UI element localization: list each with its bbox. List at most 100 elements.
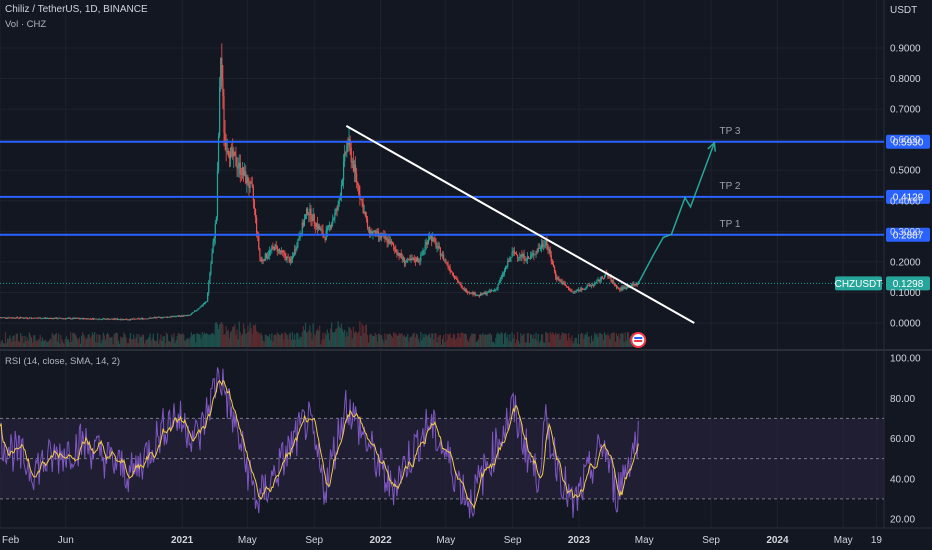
volume-bar bbox=[627, 332, 630, 347]
volume-bar bbox=[221, 321, 223, 347]
candle-body bbox=[229, 147, 232, 159]
volume-bar bbox=[406, 336, 408, 347]
candle-body bbox=[538, 248, 540, 249]
candle-body bbox=[223, 96, 225, 133]
candle-body bbox=[236, 165, 238, 169]
volume-bar bbox=[189, 336, 191, 347]
candle-body bbox=[633, 284, 635, 285]
volume-bar bbox=[72, 332, 74, 347]
volume-bar bbox=[55, 332, 58, 347]
candle-body bbox=[204, 302, 207, 304]
candle-body bbox=[174, 316, 176, 318]
volume-bar bbox=[416, 334, 419, 347]
candle-body bbox=[205, 301, 208, 303]
candle-body bbox=[201, 305, 203, 307]
candle-body bbox=[289, 258, 291, 263]
volume-bar bbox=[626, 332, 628, 347]
candle-body bbox=[587, 284, 589, 286]
candle-body bbox=[500, 276, 502, 279]
descending-trendline[interactable] bbox=[345, 125, 695, 324]
volume-indicator-label[interactable]: Vol · CHZ bbox=[5, 19, 47, 30]
volume-bar bbox=[161, 340, 163, 347]
volume-bar bbox=[458, 333, 460, 347]
volume-bar bbox=[571, 335, 573, 347]
volume-bar bbox=[320, 344, 322, 347]
volume-bar bbox=[548, 342, 550, 347]
candle-body bbox=[149, 317, 151, 319]
candle-body bbox=[172, 315, 174, 317]
horizontal-levels[interactable]: 0.5930 0.4129 0.2887 CHZUSDT 0.1298 bbox=[0, 134, 930, 291]
candle-body bbox=[421, 254, 423, 256]
candle-body bbox=[234, 151, 236, 156]
volume-bar bbox=[49, 338, 51, 347]
candle-body bbox=[334, 212, 336, 219]
candle-body bbox=[292, 255, 295, 257]
symbol-title[interactable]: Chiliz / TetherUS, 1D, BINANCE bbox=[5, 4, 148, 15]
candle-body bbox=[134, 318, 136, 320]
volume-bar bbox=[577, 333, 580, 347]
volume-bar bbox=[294, 334, 296, 347]
candle-body bbox=[345, 152, 347, 154]
projection-path[interactable] bbox=[637, 142, 716, 284]
time-axis[interactable]: Feb Jun 2021 May Sep 2022 May Sep 2023 May Sep 2024… bbox=[2, 535, 882, 546]
candle-body bbox=[340, 184, 343, 196]
volume-bar bbox=[236, 329, 238, 347]
candle-body bbox=[590, 284, 593, 286]
volume-bar bbox=[538, 342, 540, 347]
price-tick-label: 0.2000 bbox=[890, 257, 921, 268]
candle-body bbox=[17, 317, 20, 319]
volume-bar bbox=[58, 333, 60, 347]
volume-bar bbox=[589, 343, 592, 347]
volume-bar bbox=[132, 339, 134, 347]
candle-body bbox=[1, 317, 3, 319]
volume-bar bbox=[383, 342, 385, 347]
candle-body bbox=[431, 235, 433, 242]
volume-bar bbox=[489, 332, 491, 347]
volume-bar bbox=[289, 332, 291, 347]
volume-bar bbox=[262, 340, 264, 347]
volume-bar bbox=[301, 332, 303, 347]
candle-body bbox=[497, 284, 499, 289]
rsi-tick-label: 100.00 bbox=[890, 354, 921, 365]
candle-body bbox=[314, 223, 316, 227]
candle-body bbox=[16, 317, 18, 318]
candle-body bbox=[108, 318, 110, 320]
volume-bar bbox=[171, 334, 173, 347]
candle-body bbox=[124, 319, 126, 320]
candle-body bbox=[37, 318, 39, 319]
candle-body bbox=[551, 261, 553, 265]
volume-bar bbox=[523, 333, 525, 347]
rsi-tick-label: 80.00 bbox=[890, 394, 915, 405]
volume-bar bbox=[561, 332, 563, 347]
candle-body bbox=[20, 317, 22, 319]
candle-body bbox=[624, 287, 626, 289]
volume-bar bbox=[5, 343, 8, 347]
candle-body bbox=[178, 315, 181, 317]
candle-body bbox=[596, 280, 598, 283]
volume-bar bbox=[224, 333, 226, 347]
volume-bar bbox=[582, 333, 584, 347]
candle-body bbox=[534, 254, 536, 256]
candle-body bbox=[301, 222, 303, 235]
candle-body bbox=[79, 318, 82, 320]
volume-bar bbox=[25, 340, 27, 347]
candle-body bbox=[231, 147, 233, 149]
volume-bar bbox=[67, 339, 70, 347]
volume-bar bbox=[498, 334, 500, 347]
candle-body bbox=[185, 315, 187, 317]
candle-body bbox=[121, 319, 123, 321]
candle-body bbox=[608, 276, 610, 278]
price-axis[interactable]: USDT 0.0000 0.1000 0.2000 0.3000 0.4000 0.5000… bbox=[890, 5, 921, 526]
drawings[interactable]: TP 1 TP 2 TP 3 bbox=[345, 125, 741, 348]
candle-body bbox=[329, 225, 332, 228]
rsi-indicator-label[interactable]: RSI (14, close, SMA, 14, 2) bbox=[5, 356, 121, 367]
candle-body bbox=[154, 317, 157, 319]
volume-bar bbox=[536, 340, 538, 347]
price-tick-label: 0.0000 bbox=[890, 319, 921, 330]
volume-bar bbox=[501, 333, 503, 347]
candle-body bbox=[46, 318, 48, 319]
candle-body bbox=[588, 284, 590, 286]
volume-bar bbox=[335, 328, 337, 347]
candle-body bbox=[426, 241, 428, 244]
candle-body bbox=[55, 317, 58, 319]
